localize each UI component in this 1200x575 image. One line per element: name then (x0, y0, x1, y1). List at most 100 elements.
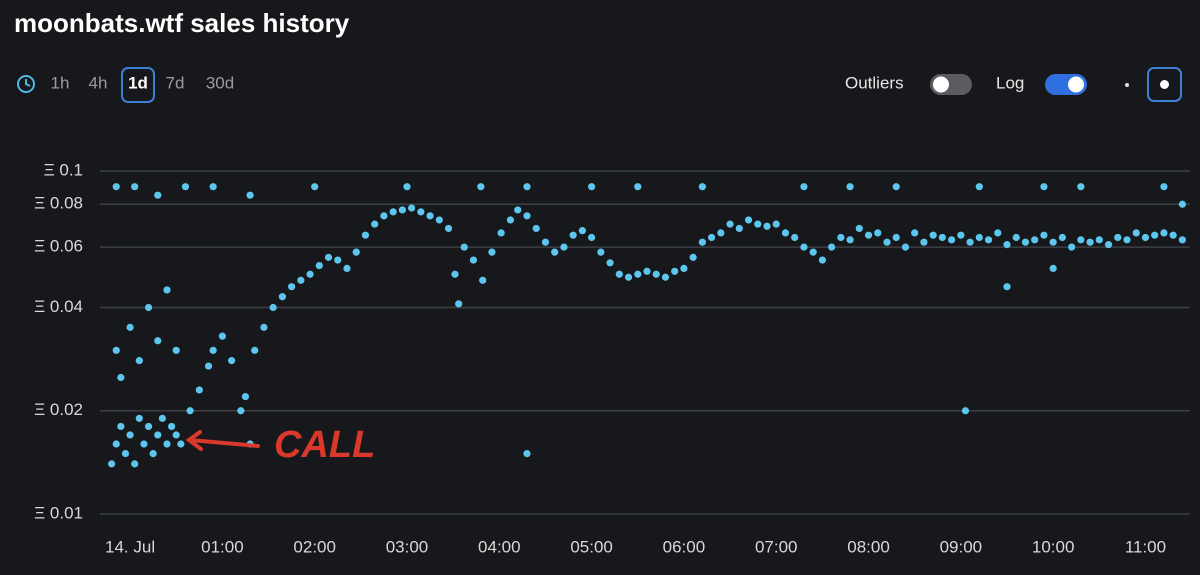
sale-point[interactable] (523, 450, 531, 458)
sale-point[interactable] (149, 450, 157, 458)
sale-point[interactable] (560, 243, 568, 251)
sale-point[interactable] (634, 183, 642, 191)
sale-point[interactable] (948, 236, 956, 244)
sale-point[interactable] (911, 229, 919, 237)
sale-point[interactable] (809, 248, 817, 256)
sale-point[interactable] (144, 422, 153, 431)
sale-point[interactable] (112, 346, 120, 354)
sale-point[interactable] (195, 386, 203, 394)
sale-point[interactable] (892, 183, 900, 191)
sale-point[interactable] (455, 300, 463, 308)
sale-point[interactable] (324, 253, 333, 261)
sale-point[interactable] (541, 238, 550, 246)
sale-point[interactable] (1021, 238, 1030, 246)
sale-point[interactable] (1178, 236, 1186, 244)
sale-point[interactable] (892, 233, 900, 242)
sale-point[interactable] (1012, 233, 1020, 242)
sale-point[interactable] (168, 422, 176, 431)
sale-point[interactable] (523, 212, 531, 220)
range-button[interactable]: 4h (89, 73, 108, 92)
sale-point[interactable] (460, 243, 468, 251)
sale-point[interactable] (260, 323, 268, 331)
sale-point[interactable] (1049, 238, 1057, 246)
sale-point[interactable] (615, 270, 623, 278)
sale-point[interactable] (237, 407, 245, 415)
sale-point[interactable] (186, 407, 194, 415)
sale-point[interactable] (698, 183, 706, 191)
sale-point[interactable] (408, 204, 416, 212)
sale-point[interactable] (938, 233, 946, 242)
sale-point[interactable] (1178, 200, 1186, 208)
sale-point[interactable] (1132, 229, 1140, 237)
sale-point[interactable] (241, 392, 250, 401)
sale-point[interactable] (269, 303, 277, 312)
sale-point[interactable] (497, 229, 505, 237)
sale-point[interactable] (469, 256, 478, 264)
sale-point[interactable] (661, 273, 670, 281)
sale-point[interactable] (883, 238, 891, 246)
range-button[interactable]: 30d (206, 73, 234, 92)
sale-point[interactable] (523, 183, 531, 191)
sale-point[interactable] (121, 450, 130, 458)
dot-size-small[interactable] (1125, 83, 1129, 87)
sale-point[interactable] (975, 233, 983, 242)
sale-point[interactable] (477, 183, 485, 191)
sale-point[interactable] (112, 440, 120, 448)
sale-point[interactable] (158, 414, 166, 422)
sale-point[interactable] (984, 236, 993, 244)
sale-point[interactable] (874, 229, 882, 237)
sale-point[interactable] (708, 233, 716, 242)
sale-point[interactable] (901, 243, 910, 251)
sale-point[interactable] (154, 191, 162, 199)
sale-point[interactable] (163, 440, 171, 448)
range-button[interactable]: 7d (166, 73, 185, 92)
sale-point[interactable] (652, 270, 660, 278)
sale-point[interactable] (181, 183, 190, 191)
sale-point[interactable] (1077, 236, 1085, 244)
sale-point[interactable] (444, 224, 453, 233)
sale-point[interactable] (569, 231, 577, 239)
sale-point[interactable] (744, 216, 753, 224)
sale-point[interactable] (1141, 233, 1150, 242)
sale-point[interactable] (846, 236, 854, 244)
sale-point[interactable] (218, 332, 226, 340)
sale-point[interactable] (361, 231, 370, 239)
sale-point[interactable] (1086, 238, 1094, 246)
sale-point[interactable] (135, 414, 143, 422)
sale-point[interactable] (1068, 243, 1076, 251)
sale-point[interactable] (800, 243, 808, 251)
sale-point[interactable] (172, 431, 180, 439)
sale-point[interactable] (506, 216, 514, 224)
sale-point[interactable] (975, 183, 983, 191)
sale-point[interactable] (144, 303, 153, 312)
sale-point[interactable] (131, 183, 139, 191)
sale-point[interactable] (1123, 236, 1131, 244)
sale-point[interactable] (772, 220, 780, 228)
sale-point[interactable] (754, 220, 762, 228)
sale-point[interactable] (624, 273, 633, 281)
sale-point[interactable] (1095, 236, 1103, 244)
sale-point[interactable] (389, 208, 397, 216)
sale-point[interactable] (435, 216, 443, 224)
sale-point[interactable] (1040, 231, 1048, 239)
sale-point[interactable] (689, 253, 697, 261)
sale-point[interactable] (288, 283, 296, 291)
sale-point[interactable] (135, 357, 143, 365)
sale-point[interactable] (246, 191, 254, 199)
sale-point[interactable] (451, 270, 459, 278)
sale-point[interactable] (479, 276, 487, 284)
sale-point[interactable] (1031, 236, 1039, 244)
sale-point[interactable] (837, 233, 845, 242)
sale-point[interactable] (209, 346, 217, 354)
sale-point[interactable] (311, 183, 319, 191)
sale-point[interactable] (855, 224, 863, 233)
sale-point[interactable] (597, 248, 605, 256)
sale-point[interactable] (698, 238, 706, 246)
sale-point[interactable] (828, 243, 836, 251)
sale-point[interactable] (726, 220, 734, 228)
sale-point[interactable] (578, 227, 586, 235)
sale-point[interactable] (791, 233, 799, 242)
sale-point[interactable] (126, 323, 134, 331)
sale-point[interactable] (126, 431, 134, 439)
sale-point[interactable] (228, 357, 236, 365)
